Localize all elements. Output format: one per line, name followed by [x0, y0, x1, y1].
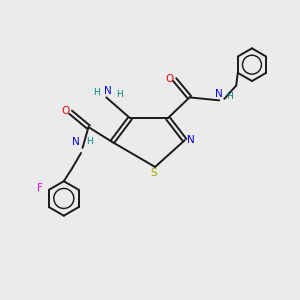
- Text: O: O: [165, 74, 173, 84]
- Text: O: O: [61, 106, 69, 116]
- Text: H: H: [86, 137, 92, 146]
- Text: S: S: [150, 169, 157, 178]
- Text: N: N: [215, 89, 223, 99]
- Text: N: N: [104, 86, 112, 96]
- Text: H: H: [226, 92, 232, 101]
- Text: F: F: [37, 183, 43, 193]
- Text: H: H: [116, 90, 122, 99]
- Text: N: N: [72, 137, 80, 147]
- Text: H: H: [93, 88, 100, 97]
- Text: N: N: [188, 135, 195, 145]
